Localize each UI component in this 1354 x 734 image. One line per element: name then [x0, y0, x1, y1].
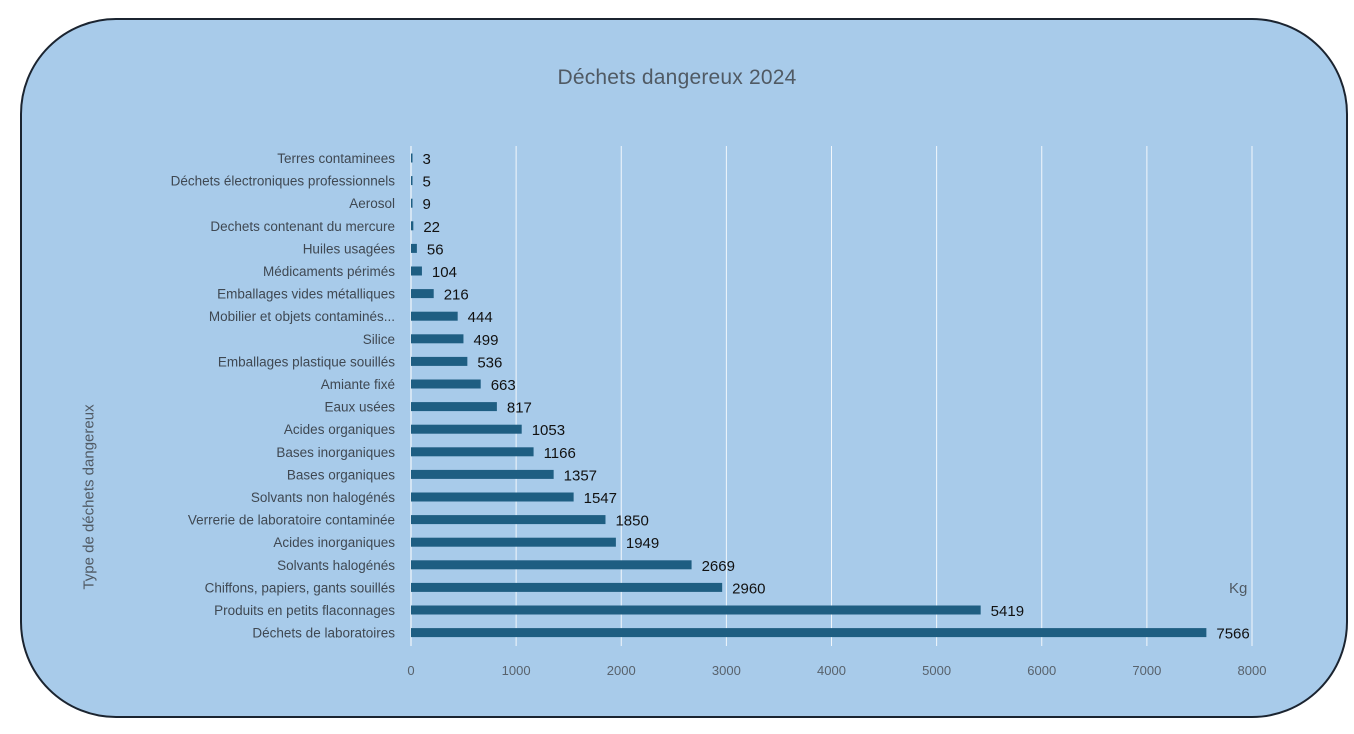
category-label: Bases organiques [287, 467, 395, 482]
value-label: 2669 [702, 558, 735, 575]
bar [411, 424, 522, 434]
x-tick-label: 8000 [1238, 663, 1267, 678]
bar [411, 243, 417, 253]
x-tick-label: 6000 [1027, 663, 1056, 678]
category-label: Emballages vides métalliques [217, 287, 395, 302]
value-label: 7566 [1216, 626, 1249, 643]
chart-frame [20, 18, 1348, 718]
value-label: 22 [423, 219, 440, 236]
bar [411, 266, 422, 276]
value-label: 9 [423, 196, 431, 213]
bar [411, 560, 692, 570]
bar [411, 221, 414, 231]
category-label: Aerosol [349, 196, 395, 211]
value-label: 56 [427, 241, 444, 258]
category-label: Acides organiques [284, 422, 395, 437]
gridlines [515, 146, 1253, 646]
x-tick-label: 5000 [922, 663, 951, 678]
category-label: Dechets contenant du mercure [210, 219, 395, 234]
value-label: 104 [432, 264, 457, 281]
category-label: Verrerie de laboratoire contaminée [188, 513, 395, 528]
value-label: 1357 [564, 467, 597, 484]
bar [411, 447, 534, 457]
category-label: Déchets électroniques professionnels [171, 174, 396, 189]
bar [411, 289, 434, 299]
category-label: Huiles usagées [303, 241, 396, 256]
category-label: Solvants halogénés [277, 558, 395, 573]
bar [411, 334, 464, 344]
bar [411, 492, 574, 502]
labels: 0 1000 2000 3000 4000 5000 6000 7000 8000 Terres … [171, 151, 1267, 678]
chart-title: Déchets dangereux 2024 [557, 66, 797, 89]
category-label: Acides inorganiques [273, 535, 395, 550]
category-label: Chiffons, papiers, gants souillés [205, 580, 396, 595]
bar [411, 198, 413, 208]
bar [411, 153, 413, 163]
category-label: Produits en petits flaconnages [214, 603, 395, 618]
x-tick-label: 7000 [1132, 663, 1161, 678]
value-label: 5 [423, 174, 431, 191]
value-label: 536 [477, 354, 502, 371]
category-label: Silice [363, 332, 395, 347]
bar [411, 311, 458, 321]
bar [411, 537, 616, 547]
value-label: 499 [473, 332, 498, 349]
value-label: 5419 [991, 603, 1024, 620]
bar [411, 176, 413, 186]
value-label: 2960 [732, 580, 765, 597]
bar [411, 515, 606, 525]
bar [411, 379, 481, 389]
value-label: 1166 [544, 445, 576, 462]
category-label: Terres contaminees [277, 151, 395, 166]
category-label: Déchets de laboratoires [252, 626, 395, 641]
x-tick-label: 0 [407, 663, 414, 678]
category-label: Solvants non halogénés [251, 490, 395, 505]
bar [411, 582, 723, 592]
category-label: Amiante fixé [321, 377, 395, 392]
value-label: 1053 [532, 422, 565, 439]
x-axis-unit-label: Kg [1229, 580, 1248, 597]
bar [411, 605, 981, 615]
x-tick-label: 3000 [712, 663, 741, 678]
value-label: 216 [444, 287, 469, 304]
value-label: 444 [468, 309, 493, 326]
value-label: 1850 [615, 513, 648, 530]
bars [411, 153, 1207, 638]
category-label: Eaux usées [324, 400, 395, 415]
bar [411, 628, 1207, 638]
value-label: 1949 [626, 535, 659, 552]
value-label: 3 [423, 151, 431, 168]
value-label: 1547 [584, 490, 617, 507]
bar [411, 356, 468, 366]
x-tick-label: 4000 [817, 663, 846, 678]
category-label: Médicaments périmés [263, 264, 395, 279]
category-label: Emballages plastique souillés [218, 354, 395, 369]
category-label: Bases inorganiques [276, 445, 395, 460]
x-tick-label: 2000 [607, 663, 636, 678]
value-label: 817 [507, 400, 532, 417]
category-label: Mobilier et objets contaminés... [209, 309, 395, 324]
bar [411, 469, 554, 479]
x-tick-label: 1000 [502, 663, 531, 678]
bar [411, 402, 497, 412]
value-label: 663 [491, 377, 516, 394]
